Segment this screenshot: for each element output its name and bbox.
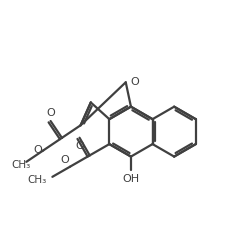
- Text: O: O: [60, 155, 69, 166]
- Text: O: O: [46, 108, 55, 118]
- Text: CH₃: CH₃: [27, 175, 47, 185]
- Text: CH₃: CH₃: [12, 160, 31, 170]
- Text: OH: OH: [122, 174, 140, 184]
- Text: O: O: [75, 141, 84, 151]
- Text: O: O: [130, 77, 139, 87]
- Text: O: O: [33, 145, 42, 155]
